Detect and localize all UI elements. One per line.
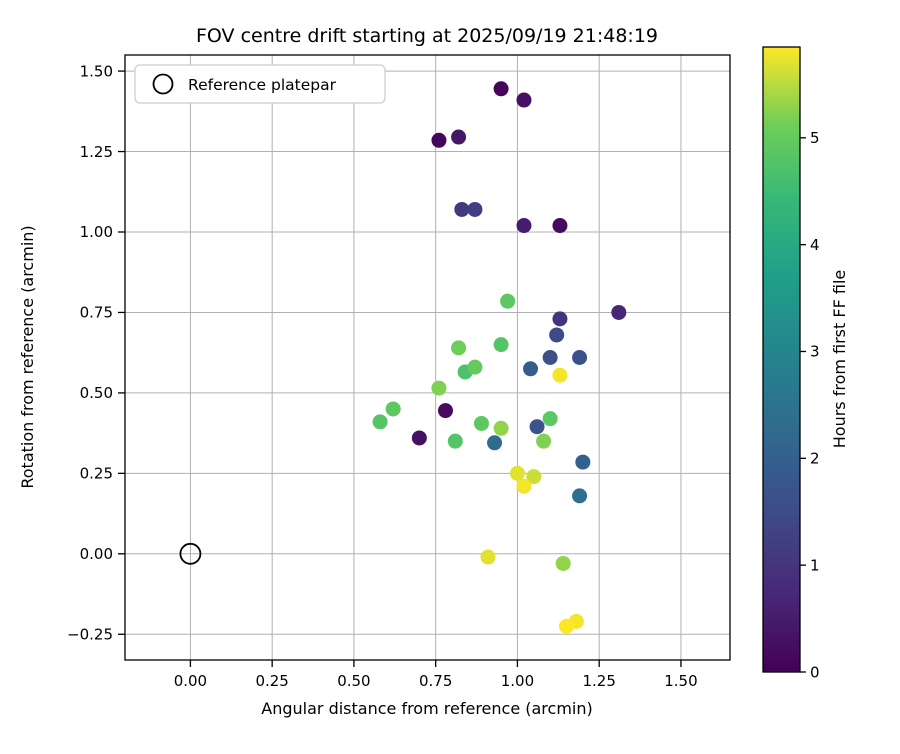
data-point <box>454 201 470 217</box>
data-point <box>552 367 568 383</box>
legend-label: Reference platepar <box>188 76 337 94</box>
data-point <box>509 465 525 481</box>
grid <box>125 55 730 660</box>
data-point <box>451 340 467 356</box>
data-point <box>516 92 532 108</box>
data-point <box>572 350 588 365</box>
data-point <box>611 304 627 320</box>
data-point <box>558 618 574 634</box>
data-point <box>516 218 532 234</box>
plot-border <box>124 54 731 661</box>
data-point <box>555 555 571 571</box>
x-tick-label: 0.25 <box>255 672 288 690</box>
data-point <box>549 327 565 343</box>
x-tick-label: 1.25 <box>582 672 615 690</box>
x-tick-label: 0.75 <box>419 672 452 690</box>
colorbar-tick-label: 4 <box>810 236 820 254</box>
y-tick-label: 1.00 <box>80 223 113 241</box>
y-tick-label: 1.50 <box>80 62 113 80</box>
data-point <box>431 380 447 396</box>
data-point <box>447 433 463 449</box>
data-point <box>536 433 552 449</box>
data-point <box>552 311 568 327</box>
y-tick-label: 0.75 <box>80 304 113 322</box>
data-point <box>523 361 539 377</box>
y-tick-label: 1.25 <box>80 143 113 161</box>
x-tick-label: 1.50 <box>664 672 697 690</box>
colorbar-label: Hours from first FF file <box>830 270 849 449</box>
colorbar-border <box>762 46 801 673</box>
colorbar-tick-label: 3 <box>810 343 820 361</box>
data-point <box>529 419 545 435</box>
data-point <box>467 201 483 217</box>
reference-platepar-point <box>179 542 202 565</box>
data-point <box>516 478 532 494</box>
colorbar-tick-label: 5 <box>810 129 820 147</box>
data-point <box>500 293 516 309</box>
colorbar-tick-label: 2 <box>810 450 820 468</box>
data-point <box>473 415 489 431</box>
y-tick-label: −0.25 <box>67 626 113 644</box>
y-tick-label: 0.00 <box>80 545 113 563</box>
x-tick-label: 0.00 <box>174 672 207 690</box>
colorbar-gradient <box>763 47 800 672</box>
data-point <box>437 403 453 419</box>
data-point <box>575 454 591 470</box>
data-point <box>487 435 503 451</box>
x-axis-label: Angular distance from reference (arcmin) <box>261 699 592 718</box>
colorbar: 0 1 2 3 4 5 <box>762 46 820 681</box>
legend-box <box>134 64 386 104</box>
data-point <box>451 129 467 145</box>
data-point <box>480 549 496 565</box>
data-point <box>411 430 427 446</box>
x-tick-label: 1.00 <box>501 672 534 690</box>
data-point <box>526 469 542 485</box>
x-tick-label: 0.50 <box>337 672 370 690</box>
data-points <box>179 81 627 634</box>
data-point <box>467 359 483 375</box>
reference-platepar-marker-icon <box>152 73 174 95</box>
chart-title: FOV centre drift starting at 2025/09/19 … <box>196 25 658 47</box>
data-point <box>493 420 509 436</box>
data-point <box>431 132 447 148</box>
y-axis-label: Rotation from reference (arcmin) <box>18 225 37 488</box>
axes: 0.00 0.25 0.50 0.75 1.00 1.25 1.50 −0.25 0.00 0.2… <box>67 54 731 690</box>
y-tick-label: 0.25 <box>80 465 113 483</box>
colorbar-tick-label: 0 <box>810 663 820 681</box>
data-point <box>385 401 401 417</box>
data-point <box>493 337 509 353</box>
data-point <box>572 488 588 504</box>
data-point <box>493 81 509 97</box>
colorbar-tick-label: 1 <box>810 556 820 574</box>
y-tick-label: 0.50 <box>80 384 113 402</box>
data-point <box>542 350 558 365</box>
data-point <box>372 414 388 430</box>
data-point <box>542 411 558 427</box>
legend: Reference platepar <box>134 64 386 104</box>
data-point <box>552 218 568 234</box>
